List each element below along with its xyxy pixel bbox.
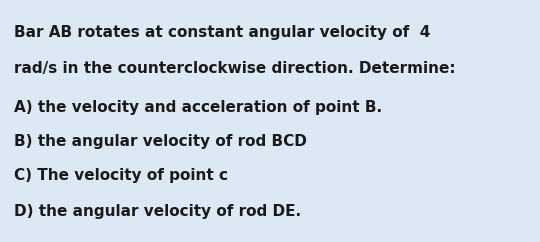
Text: D) the angular velocity of rod DE.: D) the angular velocity of rod DE.: [14, 204, 301, 219]
Text: C) The velocity of point c: C) The velocity of point c: [14, 168, 227, 183]
Text: A) the velocity and acceleration of point B.: A) the velocity and acceleration of poin…: [14, 100, 382, 115]
Text: B) the angular velocity of rod BCD: B) the angular velocity of rod BCD: [14, 134, 306, 149]
Text: rad/s in the counterclockwise direction. Determine:: rad/s in the counterclockwise direction.…: [14, 61, 455, 76]
Text: Bar AB rotates at constant angular velocity of  4: Bar AB rotates at constant angular veloc…: [14, 25, 430, 40]
